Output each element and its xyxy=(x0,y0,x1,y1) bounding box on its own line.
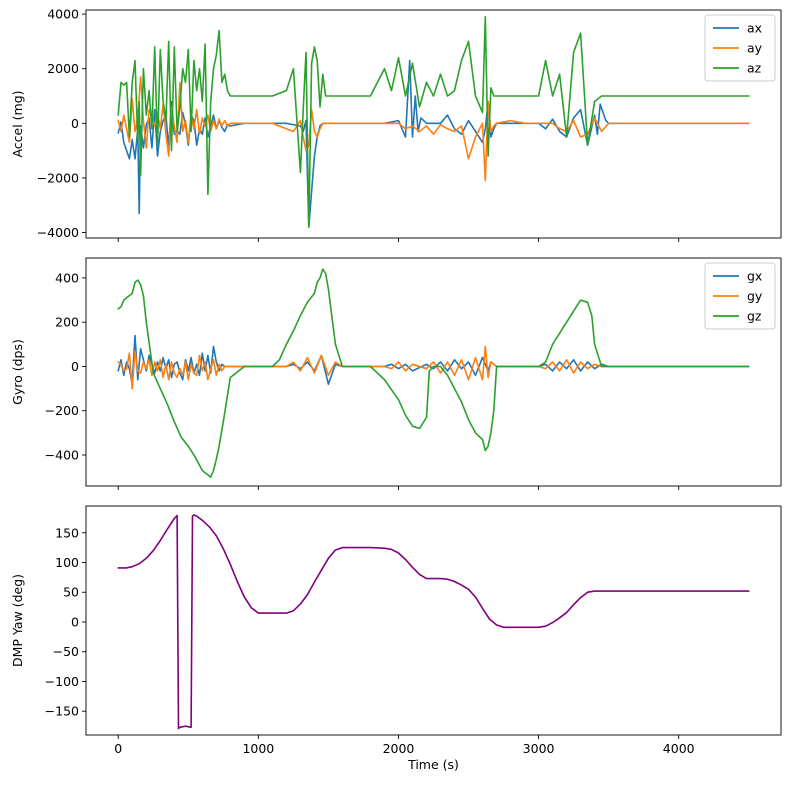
x-tick-label: 2000 xyxy=(383,741,415,756)
y-tick-label: 150 xyxy=(55,525,79,540)
y-axis-label: Gyro (dps) xyxy=(10,339,25,405)
y-tick-label: 2000 xyxy=(47,61,79,76)
x-tick-label: 1000 xyxy=(242,741,274,756)
y-axis-label: DMP Yaw (deg) xyxy=(10,574,25,667)
legend-box xyxy=(704,14,776,82)
y-tick-label: 100 xyxy=(55,555,79,570)
legend-label-gz: gz xyxy=(747,309,762,324)
series-line-ax xyxy=(117,59,750,228)
x-axis-label: Time (s) xyxy=(407,757,459,772)
axes-frame xyxy=(85,505,782,736)
y-tick-label: 4000 xyxy=(47,7,79,22)
legend-label-gy: gy xyxy=(747,289,763,304)
y-tick-label: −150 xyxy=(45,704,79,719)
y-tick-label: −2000 xyxy=(37,170,79,185)
axes-frame xyxy=(85,257,782,487)
x-tick-label: 0 xyxy=(114,741,122,756)
series-line-ay xyxy=(117,76,750,182)
y-tick-label: 50 xyxy=(63,585,79,600)
y-tick-label: −4000 xyxy=(37,225,79,240)
legend-label-az: az xyxy=(747,61,762,76)
y-tick-label: −50 xyxy=(53,644,79,659)
y-tick-label: −100 xyxy=(45,674,79,689)
y-tick-label: 0 xyxy=(71,614,79,629)
series-group xyxy=(117,268,750,478)
legend: ax ay az xyxy=(704,14,776,82)
y-tick-label: 400 xyxy=(55,270,79,285)
y-tick-label: −200 xyxy=(45,403,79,418)
series-line-gz xyxy=(117,268,750,478)
y-tick-label: 0 xyxy=(71,116,79,131)
legend-label-gx: gx xyxy=(747,269,762,284)
chart-panel-2: −400 −200 0 200 400 Gyro (dps) gx gy gz xyxy=(10,257,782,490)
y-axis-label: Accel (mg) xyxy=(10,90,25,157)
chart-panel-3: −150 −100 −50 0 50 100 150 0 1000 2000 3000 4000 DMP… xyxy=(10,505,782,772)
legend-box xyxy=(704,262,776,330)
y-tick-label: 0 xyxy=(71,359,79,374)
x-tick-label: 4000 xyxy=(663,741,695,756)
axes-frame xyxy=(85,9,782,239)
y-tick-label: −400 xyxy=(45,448,79,463)
legend: gx gy gz xyxy=(704,262,776,330)
series-line-az xyxy=(117,15,750,228)
x-tick-label: 3000 xyxy=(523,741,555,756)
y-tick-label: 200 xyxy=(55,315,79,330)
legend-label-ax: ax xyxy=(747,21,762,36)
chart-panel-1: −4000 −2000 0 2000 4000 Accel (mg) ax ay az xyxy=(10,7,782,242)
series-line-dmp-yaw xyxy=(117,514,750,730)
series-group xyxy=(117,15,750,228)
legend-label-ay: ay xyxy=(747,41,763,56)
series-group xyxy=(117,514,750,730)
